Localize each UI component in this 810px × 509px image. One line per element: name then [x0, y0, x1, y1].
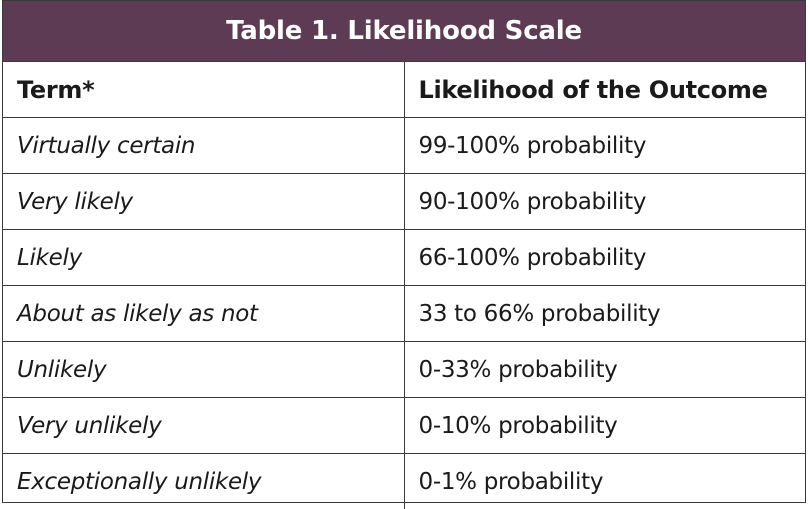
table-row: Very likely 90-100% probability — [3, 174, 805, 230]
table-row: Likely 66-100% probability — [3, 230, 805, 286]
term-cell: Virtually certain — [3, 118, 404, 174]
term-cell: Very unlikely — [3, 398, 404, 454]
likelihood-cell: 90-100% probability — [404, 174, 805, 230]
term-cell: Exceptionally unlikely — [3, 454, 404, 509]
term-cell: Very likely — [3, 174, 404, 230]
likelihood-cell: 33 to 66% probability — [404, 286, 805, 342]
likelihood-table-grid: Term* Likelihood of the Outcome Virtuall… — [3, 62, 805, 509]
likelihood-cell: 0-10% probability — [404, 398, 805, 454]
likelihood-cell: 0-1% probability — [404, 454, 805, 509]
likelihood-cell: 99-100% probability — [404, 118, 805, 174]
table-title: Table 1. Likelihood Scale — [3, 1, 805, 62]
table-row: Unlikely 0-33% probability — [3, 342, 805, 398]
term-cell: About as likely as not — [3, 286, 404, 342]
term-cell: Unlikely — [3, 342, 404, 398]
likelihood-cell: 66-100% probability — [404, 230, 805, 286]
table-row: Virtually certain 99-100% probability — [3, 118, 805, 174]
table-row: About as likely as not 33 to 66% probabi… — [3, 286, 805, 342]
table-header-row: Term* Likelihood of the Outcome — [3, 62, 805, 118]
header-likelihood: Likelihood of the Outcome — [404, 62, 805, 118]
table-row: Exceptionally unlikely 0-1% probability — [3, 454, 805, 509]
header-term: Term* — [3, 62, 404, 118]
term-cell: Likely — [3, 230, 404, 286]
table-row: Very unlikely 0-10% probability — [3, 398, 805, 454]
likelihood-cell: 0-33% probability — [404, 342, 805, 398]
